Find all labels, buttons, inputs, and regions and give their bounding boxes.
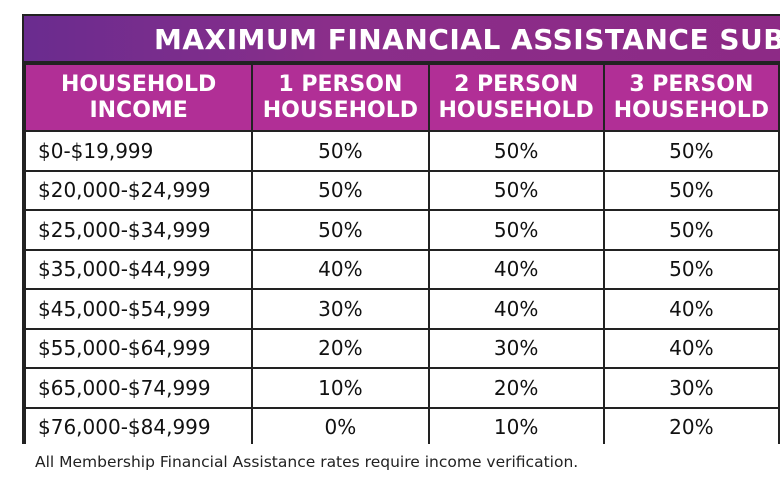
- one-person-cell: 50%: [251, 209, 430, 251]
- one-person-cell: 0%: [251, 406, 430, 444]
- three-person-cell: 40%: [602, 288, 780, 330]
- table-row: $0-$19,999 50% 50% 50%: [24, 130, 780, 172]
- header-2-person: 2 PERSON HOUSEHOLD: [427, 63, 605, 132]
- table-row: $35,000-$44,999 40% 40% 50%: [24, 248, 780, 290]
- header-2-person-line2: HOUSEHOLD: [438, 97, 594, 123]
- table-header-row: HOUSEHOLD INCOME 1 PERSON HOUSEHOLD 2 PE…: [24, 63, 780, 132]
- income-cell: $65,000-$74,999: [24, 367, 254, 409]
- subsidy-table-frame: MAXIMUM FINANCIAL ASSISTANCE SUBSIDIES F…: [22, 14, 780, 444]
- table-title: MAXIMUM FINANCIAL ASSISTANCE SUBSIDIES F…: [24, 16, 780, 63]
- income-cell: $76,000-$84,999: [24, 406, 254, 444]
- one-person-cell: 30%: [251, 288, 430, 330]
- header-1-person-line2: HOUSEHOLD: [262, 97, 419, 123]
- header-1-person: 1 PERSON HOUSEHOLD: [251, 63, 430, 132]
- three-person-cell: 40%: [602, 327, 780, 369]
- one-person-cell: 10%: [251, 367, 430, 409]
- income-cell: $20,000-$24,999: [24, 169, 254, 211]
- income-cell: $45,000-$54,999: [24, 288, 254, 330]
- header-3-person: 3 PERSON HOUSEHOLD: [602, 63, 780, 132]
- subsidy-table: HOUSEHOLD INCOME 1 PERSON HOUSEHOLD 2 PE…: [24, 63, 780, 444]
- two-person-cell: 10%: [427, 406, 605, 444]
- income-verification-note: All Membership Financial Assistance rate…: [35, 453, 579, 471]
- one-person-cell: 50%: [251, 169, 430, 211]
- table-row: $55,000-$64,999 20% 30% 40%: [24, 327, 780, 369]
- three-person-cell: 50%: [602, 209, 780, 251]
- table-row: $65,000-$74,999 10% 20% 30%: [24, 367, 780, 409]
- income-cell: $0-$19,999: [24, 130, 254, 172]
- three-person-cell: 20%: [602, 406, 780, 444]
- three-person-cell: 50%: [602, 169, 780, 211]
- table-row: $45,000-$54,999 30% 40% 40%: [24, 288, 780, 330]
- table-row: $20,000-$24,999 50% 50% 50%: [24, 169, 780, 211]
- three-person-cell: 30%: [602, 367, 780, 409]
- table-row: $25,000-$34,999 50% 50% 50%: [24, 209, 780, 251]
- header-3-person-line1: 3 PERSON: [629, 71, 754, 97]
- one-person-cell: 50%: [251, 130, 430, 172]
- two-person-cell: 40%: [427, 288, 605, 330]
- two-person-cell: 40%: [427, 248, 605, 290]
- two-person-cell: 20%: [427, 367, 605, 409]
- two-person-cell: 50%: [427, 209, 605, 251]
- one-person-cell: 40%: [251, 248, 430, 290]
- two-person-cell: 50%: [427, 130, 605, 172]
- three-person-cell: 50%: [602, 248, 780, 290]
- header-3-person-line2: HOUSEHOLD: [613, 97, 769, 123]
- header-1-person-line1: 1 PERSON: [278, 71, 403, 97]
- header-household-income: HOUSEHOLD INCOME: [24, 63, 254, 132]
- two-person-cell: 50%: [427, 169, 605, 211]
- one-person-cell: 20%: [251, 327, 430, 369]
- header-2-person-line1: 2 PERSON: [454, 71, 579, 97]
- table-row: $76,000-$84,999 0% 10% 20%: [24, 406, 780, 444]
- three-person-cell: 50%: [602, 130, 780, 172]
- header-income-line1: HOUSEHOLD: [61, 71, 217, 97]
- two-person-cell: 30%: [427, 327, 605, 369]
- income-cell: $35,000-$44,999: [24, 248, 254, 290]
- income-cell: $25,000-$34,999: [24, 209, 254, 251]
- income-cell: $55,000-$64,999: [24, 327, 254, 369]
- header-income-line2: INCOME: [89, 97, 188, 123]
